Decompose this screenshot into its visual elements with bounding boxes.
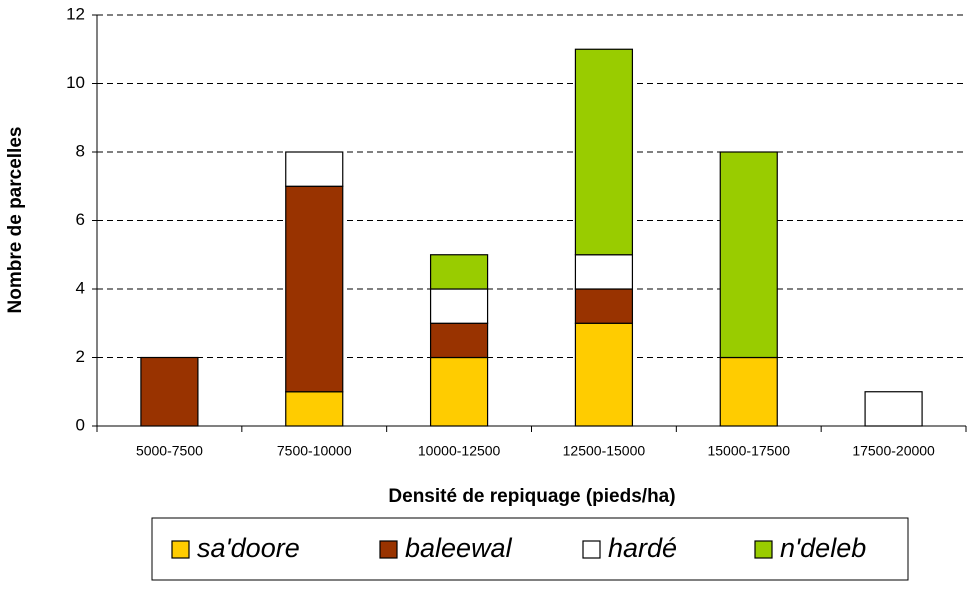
legend-swatch — [582, 540, 601, 559]
bar-segment — [429, 254, 489, 290]
bar-segment — [140, 356, 199, 427]
bar-segment — [574, 254, 634, 290]
bar-segment — [864, 391, 923, 427]
bar-segment — [719, 151, 778, 359]
x-tick-label: 12500-15000 — [563, 443, 646, 459]
y-tick-label: 0 — [76, 415, 85, 434]
legend-label: baleewal — [405, 533, 513, 563]
bar-segment — [429, 356, 489, 427]
legend-label: hardé — [608, 533, 677, 563]
bar-segment — [429, 322, 489, 359]
bar-segment — [285, 185, 344, 393]
x-tick-label: 15000-17500 — [707, 443, 790, 459]
bar-segment — [574, 288, 634, 324]
bar-segment — [574, 322, 634, 427]
legend-label: n'deleb — [780, 533, 866, 563]
x-tick-label: 10000-12500 — [418, 443, 501, 459]
x-tick-label: 17500-20000 — [852, 443, 935, 459]
legend-swatch — [754, 540, 773, 559]
x-tick-label: 5000-7500 — [136, 443, 203, 459]
y-tick-label: 8 — [76, 141, 85, 160]
y-tick-label: 4 — [76, 278, 85, 297]
y-tick-label: 6 — [76, 210, 85, 229]
bar-segment — [429, 288, 489, 324]
bar-segment — [574, 48, 634, 256]
x-axis-title: Densité de repiquage (pieds/ha) — [388, 486, 675, 507]
y-tick-label: 12 — [66, 4, 85, 23]
y-tick-label: 10 — [66, 73, 85, 92]
legend-swatch — [171, 540, 190, 559]
bar-segment — [719, 356, 778, 427]
legend-box — [151, 517, 909, 581]
bar-segment — [285, 151, 344, 187]
legend-label: sa'doore — [197, 533, 300, 563]
y-axis-title: Nombre de parcelles — [5, 127, 26, 314]
y-tick-label: 2 — [76, 347, 85, 366]
legend-swatch — [379, 540, 398, 559]
x-tick-label: 7500-10000 — [277, 443, 352, 459]
bar-segment — [285, 391, 344, 427]
